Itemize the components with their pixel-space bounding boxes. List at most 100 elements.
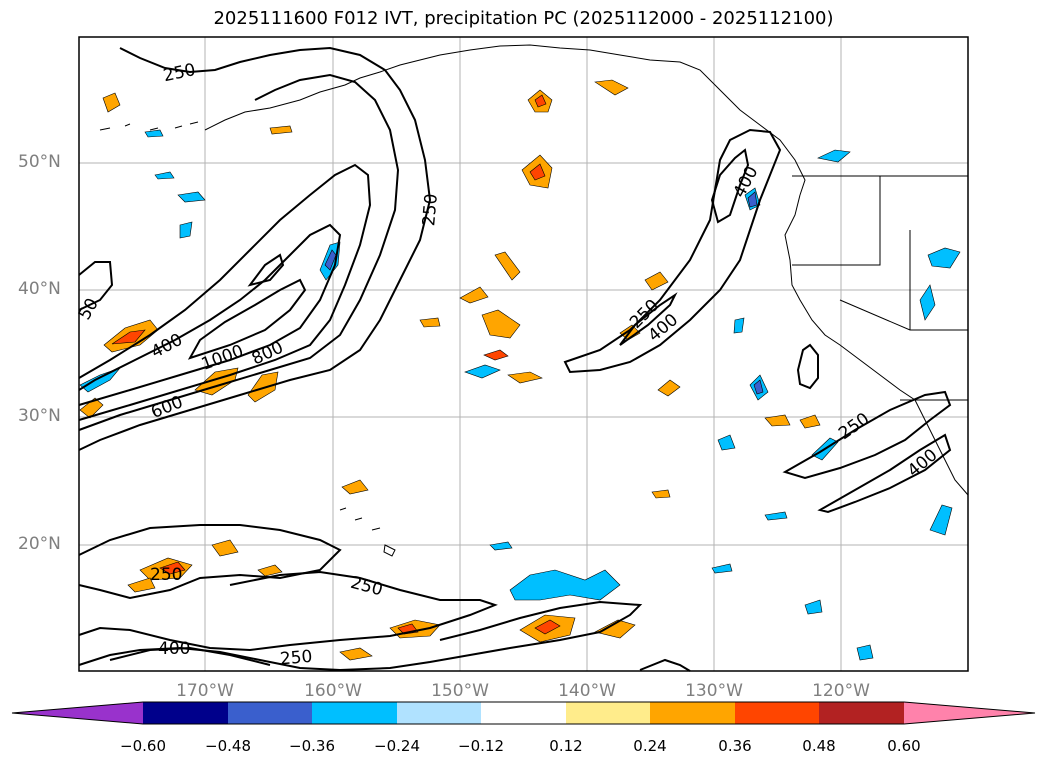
- label-250-nw: 250: [162, 60, 198, 86]
- label-1000: 1000: [199, 341, 246, 375]
- precip-strong-area: [159, 561, 186, 575]
- label-400-canada: 400: [730, 163, 763, 201]
- contour-250-east: [563, 128, 782, 374]
- precip-negative-area: [919, 284, 936, 321]
- cb-tick-label: −0.12: [458, 737, 504, 755]
- contour-400-south: [109, 646, 271, 666]
- precip-negative-area: [177, 191, 206, 203]
- lat-label-40n: 40°N: [18, 279, 61, 299]
- contour-800: [78, 223, 342, 406]
- contour-closed-oval: [796, 343, 819, 390]
- cb-tick-label: 0.60: [887, 737, 921, 755]
- precip-positive-area: [102, 92, 121, 113]
- precip-negative-area: [817, 149, 851, 163]
- precip-positive-area: [247, 371, 279, 403]
- lon-label-150w: 150°W: [431, 681, 489, 701]
- cb-bin-8: [735, 702, 819, 724]
- label-400-socal: 400: [904, 445, 942, 481]
- label-250-bottom: 250: [279, 647, 313, 670]
- colorbar: [11, 701, 1036, 725]
- precip-negative-area: [717, 434, 736, 451]
- aleutian-islands: [99, 121, 199, 131]
- precip-positive-area: [764, 414, 791, 427]
- precip-negative-area: [179, 221, 193, 239]
- cb-bin-3: [312, 702, 397, 724]
- precip-positive-area: [799, 414, 821, 429]
- cb-bin-5: [481, 702, 566, 724]
- precip-strong-area: [534, 619, 561, 635]
- contour-ring-small: [247, 253, 285, 287]
- label-400-south: 400: [158, 639, 190, 659]
- precip-positive-area: [459, 286, 489, 304]
- contour-1000: [187, 278, 307, 360]
- precip-positive-area: [644, 271, 669, 291]
- precip-strong-negative-area: [753, 379, 764, 395]
- cb-outline: [11, 701, 1036, 725]
- lon-label-130w: 130°W: [685, 681, 743, 701]
- precip-negative-area: [79, 367, 121, 393]
- contour-250-south: [78, 524, 342, 600]
- cb-bin-6: [566, 702, 650, 724]
- label-250-mid: 250: [419, 193, 442, 227]
- alaska-coast: [204, 44, 806, 196]
- cb-bin-7: [650, 702, 735, 724]
- label-250-south-w: 250: [150, 565, 182, 585]
- precip-negative-area: [144, 129, 164, 138]
- lon-label-120w: 120°W: [812, 681, 870, 701]
- precip-negative-area: [711, 563, 733, 574]
- cb-tick-label: −0.60: [120, 737, 166, 755]
- cb-tick-label: 0.24: [633, 737, 667, 755]
- contour-250-south-mid: [78, 570, 498, 652]
- cb-tick-label: 0.12: [549, 737, 583, 755]
- precip-positive-area: [419, 317, 441, 328]
- precip-negative-area: [509, 569, 621, 601]
- cb-tick-label: 0.36: [718, 737, 752, 755]
- cb-bin-2: [228, 702, 312, 724]
- contour-400-east: [619, 292, 678, 346]
- lat-label-30n: 30°N: [18, 406, 61, 426]
- cb-tick-label: −0.48: [205, 737, 251, 755]
- state-border-1: [792, 176, 881, 266]
- precip-strong-area: [534, 94, 547, 108]
- precip-positive-area: [481, 309, 521, 339]
- precip-negative-area: [804, 599, 823, 615]
- lon-label-160w: 160°W: [304, 681, 362, 701]
- precip-positive-area: [269, 125, 293, 135]
- precip-positive-area: [494, 251, 521, 281]
- precip-positive-area: [651, 489, 671, 499]
- precip-positive-area: [257, 564, 283, 577]
- precip-shading: [79, 79, 961, 661]
- contour-250-west: [78, 46, 432, 451]
- precip-negative-area: [154, 171, 175, 180]
- cb-tick-label: −0.36: [289, 737, 335, 755]
- label-400-west: 400: [148, 330, 186, 363]
- lat-label-20n: 20°N: [18, 534, 61, 554]
- precip-negative-area: [733, 317, 745, 334]
- precip-positive-area: [594, 79, 629, 96]
- precip-negative-area: [464, 364, 501, 379]
- precip-positive-area: [211, 539, 239, 557]
- precip-strong-area: [483, 349, 509, 361]
- canada-coast: [784, 194, 969, 496]
- map-panel: 250 250 400 1000 800 600 400 250 400 250…: [75, 36, 969, 672]
- state-border-2: [839, 299, 968, 331]
- contour-400-canada: [710, 148, 750, 224]
- precip-negative-area: [489, 541, 513, 551]
- cb-tick-label: 0.48: [802, 737, 836, 755]
- hawaii-islands: [339, 507, 396, 557]
- ivt-contours: [78, 46, 952, 672]
- map-title: 2025111600 F012 IVT, precipitation PC (2…: [213, 8, 834, 29]
- precip-strong-area: [529, 163, 546, 181]
- precip-positive-area: [341, 479, 369, 495]
- precip-positive-area: [507, 371, 543, 384]
- cb-bin-1: [143, 702, 228, 724]
- coastlines: [99, 44, 969, 557]
- lon-label-170w: 170°W: [176, 681, 234, 701]
- cb-bin-4: [397, 702, 481, 724]
- contour-400-socal: [817, 433, 952, 514]
- label-800: 800: [249, 338, 287, 370]
- precip-positive-area: [594, 619, 636, 639]
- precip-positive-area: [339, 647, 373, 661]
- label-250-south-mid: 250: [348, 573, 385, 601]
- lon-label-140w: 140°W: [558, 681, 616, 701]
